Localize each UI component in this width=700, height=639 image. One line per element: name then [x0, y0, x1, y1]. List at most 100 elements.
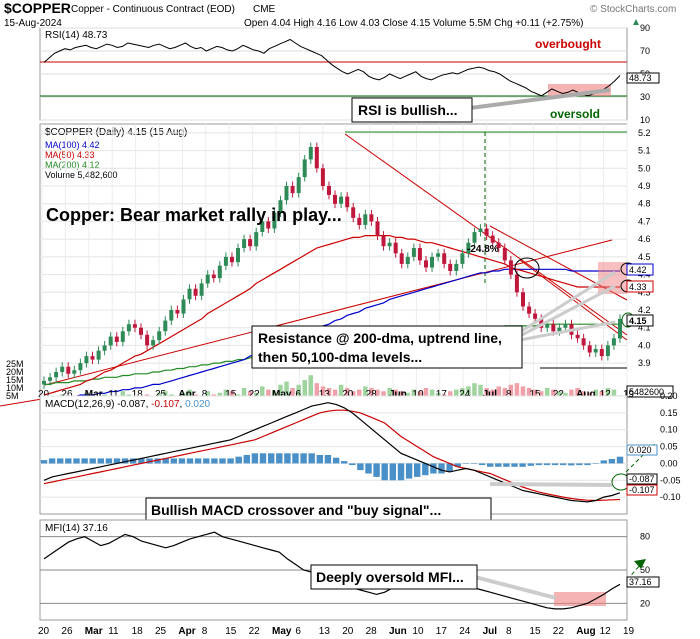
candle-body [120, 331, 125, 342]
candle-body [605, 345, 610, 356]
candle-body [393, 242, 398, 254]
date-tick-label: 28 [366, 389, 378, 400]
candle-body [611, 338, 616, 346]
macd-title-main: MACD(12,26,9) -0.087, -0.107, 0.020 [45, 399, 211, 410]
svg-text:5482600: 5482600 [629, 387, 664, 397]
volume-bar [514, 383, 520, 404]
date-tick-label: 13 [319, 389, 331, 400]
candle-body [114, 336, 119, 342]
histogram-bar [211, 458, 218, 464]
candle-body [351, 207, 356, 218]
rsi-panel: RSI(14) 48.73 overbought oversold 907050… [39, 23, 660, 125]
candle-body [339, 196, 344, 204]
histogram-bar [503, 463, 510, 467]
histogram-bar [389, 463, 396, 481]
candle-body [211, 274, 216, 279]
histogram-bar [341, 461, 348, 464]
histogram-bar [422, 463, 429, 476]
price-tick-label: 4.7 [638, 216, 651, 226]
candle-body [490, 235, 495, 243]
date-tick-label: 15 [225, 389, 237, 400]
candle-body [442, 253, 447, 264]
mfi-tick-label: 50 [640, 565, 650, 575]
candle-body [84, 356, 89, 364]
candle-body [405, 256, 410, 264]
date-tick-label: 24 [459, 389, 471, 400]
svg-text:-0.107: -0.107 [629, 485, 655, 495]
price-y-axis: 5.25.15.04.94.84.74.64.54.44.34.24.14.03… [638, 128, 651, 368]
histogram-bar [113, 458, 121, 464]
candle-body [254, 232, 259, 247]
date-tick-label: Mar [85, 626, 103, 637]
watermark: © StockCharts.com [590, 4, 676, 15]
candle-body [175, 310, 180, 314]
rsi-callout: RSI is bullish... [351, 97, 473, 123]
macd-tick-label: 0.00 [660, 458, 678, 468]
histogram-bar [268, 453, 275, 464]
histogram-bar [414, 463, 421, 477]
candle-body [387, 242, 392, 247]
histogram-bar [89, 458, 96, 464]
date-tick-label: 19 [623, 389, 635, 400]
volume-bar [260, 386, 265, 404]
date-tick-label: 24 [459, 626, 471, 637]
exchange-label: CME [253, 4, 276, 15]
candle-body [333, 194, 337, 204]
candle-body [514, 274, 519, 293]
candle-body [242, 239, 247, 248]
up-triangle-icon [633, 19, 639, 25]
candle-body [78, 363, 83, 371]
histogram-bar [478, 463, 486, 466]
histogram-bar [81, 458, 88, 464]
volume-tick-label: 5M [6, 391, 19, 401]
candle-body [108, 336, 113, 346]
date-tick-label: Apr [178, 389, 195, 400]
histogram-bar [57, 458, 64, 464]
histogram-bar [543, 463, 551, 466]
histogram-bar [308, 453, 315, 464]
histogram-bar [170, 458, 177, 464]
date-tick-label: 12 [600, 626, 612, 637]
candle-body [593, 349, 598, 353]
histogram-bar [73, 458, 80, 464]
overbought-label: overbought [535, 37, 601, 51]
macd-tick-label: -0.10 [660, 492, 681, 502]
candle-body [48, 377, 53, 381]
candle-body [42, 380, 46, 385]
date-tick-label: Apr [178, 626, 195, 637]
legend-ma200: MA(200) 4.12 [45, 160, 100, 170]
candle-body [411, 248, 416, 257]
svg-text:4.15: 4.15 [629, 316, 647, 326]
histogram-bar [316, 455, 323, 464]
histogram-bar [105, 458, 113, 464]
mfi-callout-arrow [474, 575, 557, 600]
macd-line [43, 402, 621, 503]
oversold-label: oversold [550, 107, 600, 121]
candle-body [466, 242, 471, 254]
rsi-tick-label: 90 [640, 23, 650, 33]
macd-frame [39, 395, 628, 515]
candle-body [54, 372, 59, 378]
histogram-bar [243, 455, 250, 464]
macd-tick-label: -0.05 [660, 475, 681, 485]
rsi-tick-label: 30 [640, 92, 650, 102]
histogram-bar [462, 463, 470, 464]
svg-text:-0.087: -0.087 [629, 474, 655, 484]
candle-body [199, 283, 204, 296]
price-panel: $COPPER (Daily) 4.15 (15 Aug) MA(100) 4.… [0, 123, 674, 407]
histogram-bar [203, 458, 210, 464]
histogram-bar [600, 460, 607, 464]
candle-body [72, 370, 77, 374]
rsi-last-value-box [626, 72, 660, 84]
date-tick-label: 22 [553, 389, 565, 400]
date-tick-label: May [272, 626, 292, 637]
candle-body [284, 186, 289, 201]
histogram-bar [97, 458, 104, 464]
histogram-bar [551, 463, 559, 466]
breakdown-circle [514, 257, 540, 279]
histogram-bar [405, 463, 413, 479]
volume-bar [320, 386, 326, 404]
mfi-title: MFI(14) 37.16 [45, 523, 108, 534]
date-tick-label: Jun [389, 389, 407, 400]
